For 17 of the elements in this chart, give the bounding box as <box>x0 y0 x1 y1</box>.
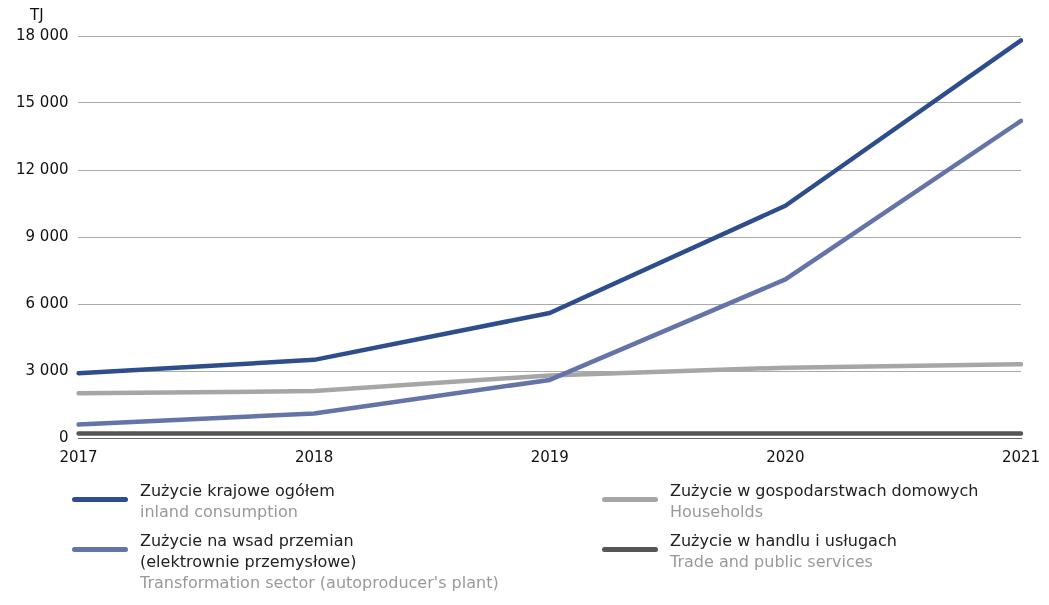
y-tick-label: 12 000 <box>15 159 69 178</box>
legend-label: Zużycie krajowe ogółem inland consumption <box>140 480 335 522</box>
x-tick-label: 2021 <box>1001 447 1041 466</box>
x-tick-label: 2018 <box>295 447 334 466</box>
x-tick-label: 2017 <box>59 447 98 466</box>
y-tick-label: 9 000 <box>25 226 69 245</box>
legend-label: Zużycie w gospodarstwach domowych Households <box>670 480 979 522</box>
y-axis-title: TJ <box>30 6 44 24</box>
x-tick-label: 2020 <box>766 447 805 466</box>
y-tick-label: 15 000 <box>15 92 69 111</box>
y-tick-label: 0 <box>58 427 69 446</box>
y-tick-label: 6 000 <box>25 293 69 312</box>
legend-label: Zużycie na wsad przemian (elektrownie przemysłowe) Transformation sector (autoproducer's plant) <box>140 530 499 593</box>
y-tick-label: 3 000 <box>25 360 69 379</box>
x-tick-label: 2019 <box>530 447 569 466</box>
y-tick-label: 18 000 <box>15 25 69 44</box>
legend-label: Zużycie w handlu i usługach Trade and public services <box>670 530 897 572</box>
